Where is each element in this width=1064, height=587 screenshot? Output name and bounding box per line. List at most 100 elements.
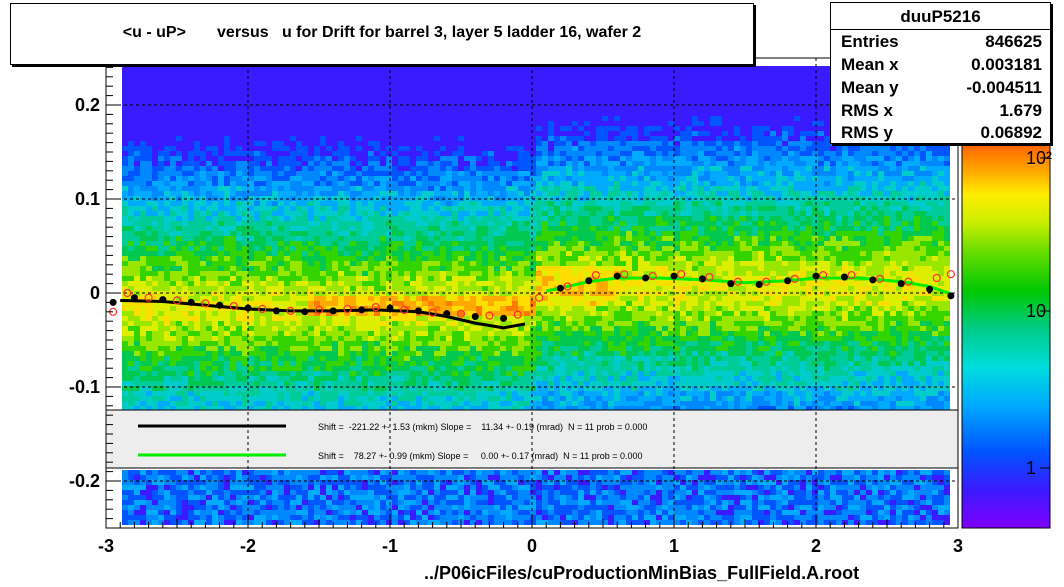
- heatmap-cell: [464, 101, 470, 106]
- heatmap-cell: [494, 226, 500, 231]
- heatmap-cell: [212, 236, 218, 241]
- heatmap-cell: [248, 391, 254, 396]
- heatmap-cell: [332, 141, 338, 146]
- heatmap-cell: [230, 206, 236, 211]
- heatmap-cell: [128, 246, 134, 251]
- heatmap-cell: [362, 286, 368, 291]
- heatmap-cell: [170, 366, 176, 371]
- heatmap-cell: [338, 500, 344, 505]
- heatmap-cell: [290, 121, 296, 126]
- heatmap-cell: [158, 86, 164, 91]
- heatmap-cell: [266, 191, 272, 196]
- heatmap-cell: [470, 475, 476, 480]
- heatmap-cell: [212, 281, 218, 286]
- heatmap-cell: [140, 141, 146, 146]
- heatmap-cell: [206, 286, 212, 291]
- heatmap-cell: [140, 116, 146, 121]
- heatmap-cell: [464, 306, 470, 311]
- heatmap-cell: [164, 301, 170, 306]
- heatmap-cell: [200, 126, 206, 131]
- heatmap-cell: [140, 396, 146, 401]
- heatmap-cell: [338, 396, 344, 401]
- heatmap-cell: [134, 106, 140, 111]
- heatmap-cell: [224, 361, 230, 366]
- heatmap-cell: [464, 191, 470, 196]
- heatmap-cell: [290, 136, 296, 141]
- heatmap-cell: [236, 470, 242, 475]
- heatmap-cell: [338, 316, 344, 321]
- heatmap-cell: [248, 246, 254, 251]
- heatmap-cell: [170, 306, 176, 311]
- heatmap-cell: [200, 76, 206, 81]
- heatmap-cell: [218, 216, 224, 221]
- heatmap-cell: [380, 376, 386, 381]
- heatmap-cell: [392, 276, 398, 281]
- heatmap-cell: [320, 266, 326, 271]
- heatmap-cell: [218, 346, 224, 351]
- heatmap-cell: [458, 311, 464, 316]
- heatmap-cell: [278, 131, 284, 136]
- heatmap-cell: [272, 296, 278, 301]
- heatmap-cell: [242, 520, 248, 525]
- heatmap-cell: [332, 321, 338, 326]
- heatmap-cell: [488, 246, 494, 251]
- heatmap-cell: [164, 246, 170, 251]
- heatmap-cell: [290, 331, 296, 336]
- heatmap-cell: [464, 186, 470, 191]
- heatmap-cell: [380, 495, 386, 500]
- heatmap-cell: [158, 231, 164, 236]
- heatmap-cell: [122, 201, 128, 206]
- heatmap-cell: [212, 366, 218, 371]
- heatmap-cell: [326, 386, 332, 391]
- heatmap-cell: [344, 91, 350, 96]
- heatmap-cell: [134, 391, 140, 396]
- heatmap-cell: [188, 401, 194, 406]
- heatmap-cell: [416, 211, 422, 216]
- heatmap-cell: [416, 470, 422, 475]
- heatmap-cell: [206, 406, 212, 411]
- heatmap-cell: [398, 336, 404, 341]
- heatmap-cell: [302, 515, 308, 520]
- heatmap-cell: [260, 81, 266, 86]
- heatmap-cell: [380, 141, 386, 146]
- heatmap-cell: [380, 311, 386, 316]
- heatmap-cell: [422, 470, 428, 475]
- heatmap-cell: [272, 151, 278, 156]
- heatmap-cell: [410, 371, 416, 376]
- heatmap-cell: [188, 71, 194, 76]
- heatmap-cell: [386, 331, 392, 336]
- heatmap-cell: [392, 86, 398, 91]
- heatmap-cell: [386, 71, 392, 76]
- heatmap-cell: [134, 236, 140, 241]
- heatmap-cell: [476, 520, 482, 525]
- heatmap-cell: [140, 186, 146, 191]
- heatmap-cell: [350, 381, 356, 386]
- heatmap-cell: [458, 286, 464, 291]
- heatmap-cell: [482, 510, 488, 515]
- heatmap-cell: [248, 171, 254, 176]
- heatmap-cell: [218, 475, 224, 480]
- heatmap-cell: [356, 226, 362, 231]
- heatmap-cell: [362, 206, 368, 211]
- heatmap-cell: [128, 86, 134, 91]
- heatmap-cell: [482, 181, 488, 186]
- heatmap-cell: [320, 500, 326, 505]
- heatmap-cell: [380, 341, 386, 346]
- heatmap-cell: [464, 311, 470, 316]
- heatmap-cell: [440, 341, 446, 346]
- heatmap-cell: [296, 246, 302, 251]
- heatmap-cell: [218, 156, 224, 161]
- heatmap-cell: [206, 386, 212, 391]
- heatmap-cell: [290, 246, 296, 251]
- heatmap-cell: [320, 201, 326, 206]
- heatmap-cell: [176, 106, 182, 111]
- heatmap-cell: [164, 281, 170, 286]
- heatmap-cell: [476, 151, 482, 156]
- heatmap-cell: [428, 351, 434, 356]
- heatmap-cell: [260, 156, 266, 161]
- heatmap-cell: [170, 136, 176, 141]
- heatmap-cell: [272, 376, 278, 381]
- heatmap-cell: [206, 306, 212, 311]
- heatmap-cell: [212, 470, 218, 475]
- heatmap-cell: [356, 366, 362, 371]
